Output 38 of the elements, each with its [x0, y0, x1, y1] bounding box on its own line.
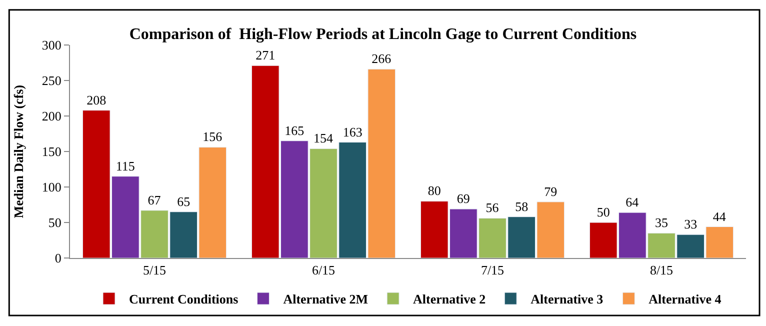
data-label: 154: [314, 130, 334, 146]
y-tick-label: 150: [42, 144, 62, 160]
y-tick-label: 0: [54, 250, 62, 266]
chart-title: Comparison of High-Flow Periods at Lincoln Gage to Current Conditions: [129, 26, 637, 43]
data-label: 271: [256, 48, 276, 63]
data-label: 65: [177, 194, 190, 209]
data-label: 56: [486, 200, 500, 216]
data-label: 163: [342, 124, 362, 140]
y-tick-label: 250: [42, 73, 62, 88]
data-label: 69: [456, 191, 470, 206]
legend-label: Alternative 4: [648, 292, 722, 307]
legend-label: Alternative 3: [530, 292, 604, 307]
data-label: 67: [148, 192, 162, 208]
data-label: 35: [655, 215, 668, 230]
y-tick-label: 300: [42, 38, 62, 53]
data-label: 165: [284, 122, 304, 138]
x-tick-label: 5/15: [142, 262, 166, 278]
legend-label: Alternative 2M: [283, 292, 368, 307]
data-label: 208: [86, 92, 106, 108]
x-tick-label: 6/15: [312, 262, 336, 278]
data-label: 33: [684, 216, 698, 232]
data-label: 64: [626, 194, 640, 210]
data-label: 156: [202, 129, 223, 144]
data-label: 115: [116, 158, 135, 174]
data-label: 266: [372, 51, 392, 66]
legend-label: Alternative 2: [413, 292, 486, 307]
y-tick-label: 50: [48, 215, 62, 230]
data-label: 44: [712, 208, 726, 224]
data-label: 79: [544, 184, 558, 199]
x-tick-label: 8/15: [650, 262, 674, 278]
y-axis-title: Median Daily Flow (cfs): [10, 84, 26, 218]
legend-label: Current Conditions: [129, 292, 238, 307]
x-tick-label: 7/15: [480, 262, 504, 278]
data-label: 50: [596, 204, 610, 220]
y-tick-label: 200: [42, 108, 62, 124]
data-label: 80: [428, 183, 441, 198]
y-tick-label: 100: [42, 180, 62, 195]
data-label: 58: [515, 198, 528, 214]
